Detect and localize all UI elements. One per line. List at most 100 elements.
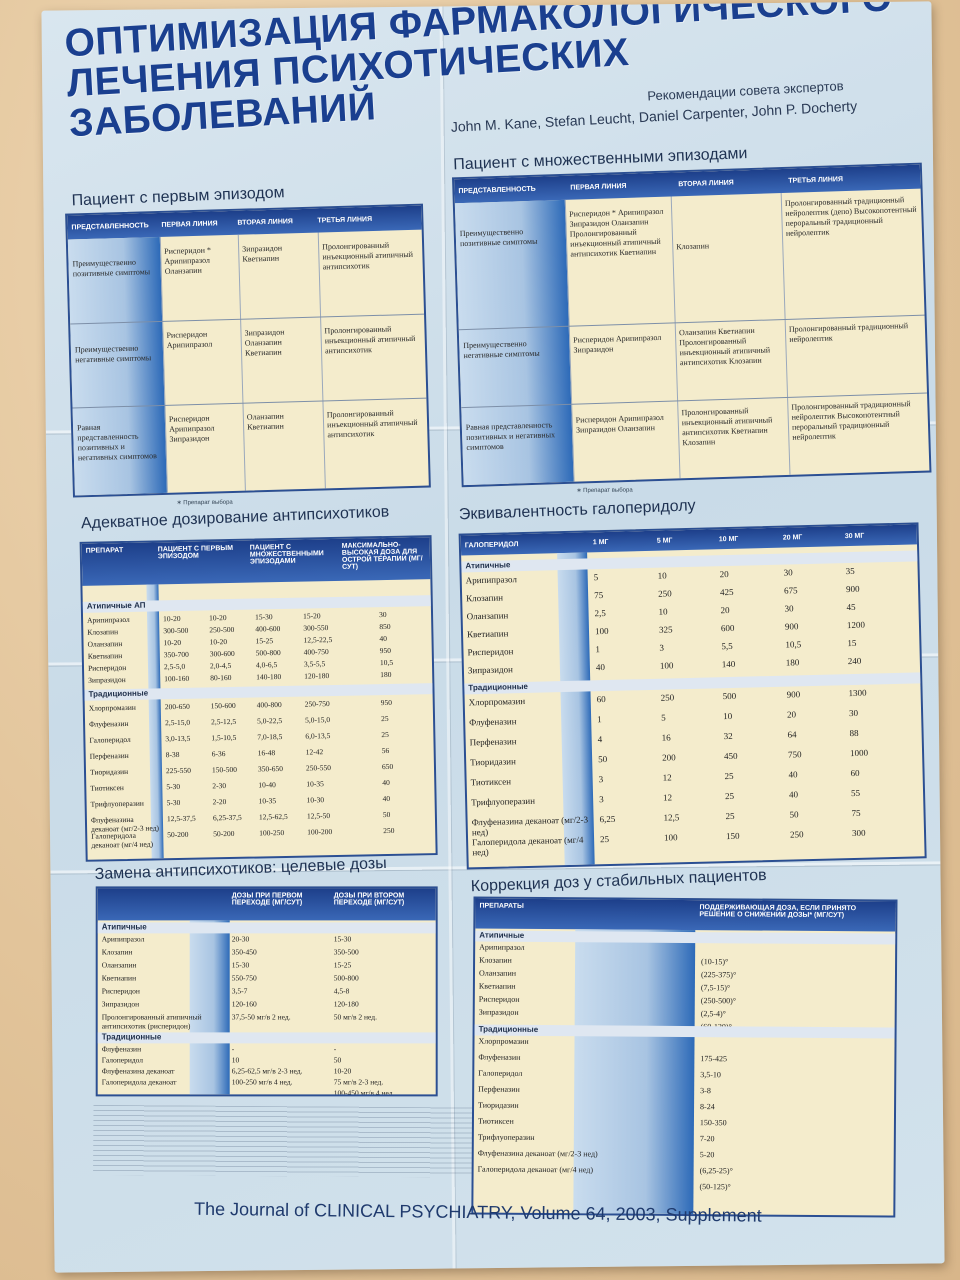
- drug-name-cell: Галоперидола деканоат: [101, 1077, 177, 1087]
- header-cell: 30 МГ: [844, 532, 865, 540]
- value-cell: 1200: [846, 619, 866, 631]
- header-cell: ПРЕПАРАТЫ: [479, 902, 524, 910]
- table-cell: Зипразидон Оланзапин Кветиапин: [244, 327, 285, 358]
- value-cell: 3: [598, 774, 604, 785]
- value-cell: 60: [596, 694, 606, 705]
- value-cell: 500-800: [255, 648, 281, 658]
- table-header: ПРЕПАРАТ ПАЦИЕНТ С ПЕРВЫМ ЭПИЗОДОМ ПАЦИЕ…: [81, 537, 431, 586]
- drug-name-cell: Галоперидола деканоат (мг/4 нед): [91, 830, 154, 850]
- header-cell: ПОДДЕРЖИВАЮЩАЯ ДОЗА, ЕСЛИ ПРИНЯТО РЕШЕНИ…: [699, 904, 857, 920]
- value-cell: 6,25-37,5: [212, 812, 242, 823]
- value-cell: 25: [381, 729, 389, 740]
- header-cell: ПРЕПАРАТ: [85, 547, 124, 555]
- stable-table: ПРЕПАРАТЫ ПОДДЕРЖИВАЮЩАЯ ДОЗА, ЕСЛИ ПРИН…: [471, 896, 898, 1218]
- value-cell: 16: [661, 732, 671, 743]
- value-cell: 2,5: [594, 608, 606, 619]
- value-cell: 25: [725, 810, 735, 822]
- drug-name-cell: Клозапин: [479, 955, 512, 965]
- value-cell: 5-30: [166, 797, 181, 808]
- dosing-table: ПРЕПАРАТ ПАЦИЕНТ С ПЕРВЫМ ЭПИЗОДОМ ПАЦИЕ…: [79, 535, 438, 862]
- drug-name-cell: Рисперидон: [101, 986, 140, 996]
- stable-title: Коррекция доз у стабильных пациентов: [470, 866, 767, 896]
- value-cell: 8-24: [700, 1102, 715, 1112]
- value-cell: 1,5-10,5: [211, 732, 237, 743]
- value-cell: 35: [845, 565, 855, 577]
- value-cell: 3,5-5,5: [303, 659, 326, 669]
- value-cell: 7-20: [699, 1134, 715, 1144]
- value-cell: 1000: [849, 747, 869, 759]
- header-cell: 5 МГ: [656, 536, 673, 545]
- drug-name-cell: Рисперидон: [478, 994, 520, 1004]
- value-cell: 50: [789, 809, 799, 820]
- table-cell: Рисперидон Арипипразол Зипразидон Оланза…: [575, 412, 664, 435]
- value-cell: 30: [783, 567, 793, 578]
- value-cell: -: [333, 1044, 337, 1054]
- value-cell: 900: [786, 689, 801, 700]
- value-cell: 40: [595, 662, 606, 673]
- value-cell: 750: [787, 749, 802, 760]
- value-cell: 300-600: [209, 648, 235, 659]
- value-cell: 5,0-22,5: [256, 716, 283, 726]
- value-cell: 20: [719, 568, 729, 580]
- value-cell: 400-800: [256, 700, 282, 710]
- value-cell: 12,5: [663, 812, 680, 823]
- value-cell: 300: [851, 827, 866, 839]
- value-cell: 150: [725, 830, 740, 842]
- value-cell: 30: [378, 609, 387, 620]
- value-cell: 10,5: [379, 657, 394, 668]
- value-cell: 20: [720, 604, 730, 616]
- value-cell: 25: [724, 770, 734, 782]
- value-cell: 10-35: [306, 779, 324, 789]
- header-cell: ПРЕДСТАВЛЕННОСТЬ: [458, 185, 536, 195]
- value-cell: 40: [379, 633, 388, 644]
- value-cell: 2,0-4,5: [209, 660, 232, 671]
- value-cell: 850: [379, 621, 391, 632]
- dosing-title: Адекватное дозирование антипсихотиков: [80, 503, 390, 533]
- drug-name-cell: Арипипразол: [87, 614, 130, 625]
- value-cell: 10-20: [209, 637, 228, 647]
- first-episode-title: Пациент с первым эпизодом: [71, 184, 285, 210]
- value-cell: 12,5-62,5: [258, 811, 288, 822]
- value-cell: 30: [784, 603, 794, 614]
- header-cell: МАКСИМАЛЬНО-ВЫСОКАЯ ДОЗА ДЛЯ ОСТРОЙ ТЕРА…: [341, 541, 423, 571]
- header-cell: ВТОРАЯ ЛИНИЯ: [678, 179, 734, 188]
- value-cell: (225-375)°: [700, 970, 737, 980]
- value-cell: 250-750: [304, 699, 330, 709]
- footnote: ∗ Препарат выбора: [576, 487, 633, 495]
- value-cell: 675: [783, 585, 798, 596]
- value-cell: 1300: [848, 687, 867, 699]
- poster: ОПТИМИЗАЦИЯ ФАРМАКОЛОГИЧЕСКОГО ЛЕЧЕНИЯ П…: [41, 1, 945, 1273]
- drug-name-cell: Галоперидол: [101, 1055, 144, 1065]
- table-cell: Рисперидон Арипипразол: [166, 329, 213, 350]
- multiple-episodes-table: ПРЕДСТАВЛЕННОСТЬ ПЕРВАЯ ЛИНИЯ ВТОРАЯ ЛИН…: [451, 162, 932, 488]
- value-cell: 12: [662, 792, 673, 803]
- value-cell: 175-425: [700, 1054, 728, 1064]
- value-cell: 6,25: [599, 813, 616, 825]
- header-cell: ПЕРВАЯ ЛИНИЯ: [161, 219, 218, 229]
- drug-name-cell: Тиотиксен: [477, 1116, 514, 1126]
- value-cell: 50: [333, 1055, 342, 1065]
- value-cell: 200: [662, 752, 676, 763]
- table-cell: Пролонгированный традиционный нейролепти…: [788, 321, 909, 344]
- value-cell: 16-48: [257, 748, 276, 758]
- value-cell: 120-180: [333, 999, 359, 1009]
- value-cell: 5: [661, 712, 666, 723]
- value-cell: 10: [657, 570, 667, 581]
- value-cell: 6,0-13,5: [305, 731, 331, 741]
- value-cell: 15-20: [302, 611, 321, 621]
- value-cell: 10: [658, 606, 668, 617]
- value-cell: 100-160: [164, 673, 190, 684]
- value-cell: 425: [719, 586, 734, 598]
- equivalence-table: ГАЛОПЕРИДОЛ 1 МГ 5 МГ 10 МГ 20 МГ 30 МГ …: [458, 522, 927, 870]
- table-cell: Клозапин: [676, 241, 710, 252]
- drug-name-cell: Флуфеназин: [478, 1052, 521, 1062]
- drug-name-cell: Кветиапин: [101, 973, 137, 983]
- value-cell: 10,5: [785, 639, 802, 650]
- value-cell: 250-550: [305, 763, 332, 773]
- value-cell: 225-550: [165, 765, 192, 776]
- drug-name-cell: Зипразидон: [478, 1007, 519, 1017]
- value-cell: 350-700: [163, 649, 189, 660]
- header-cell: ДОЗЫ ПРИ ВТОРОМ ПЕРЕХОДЕ (МГ/СУТ): [333, 892, 405, 907]
- value-cell: 50: [382, 809, 391, 820]
- value-cell: 20: [786, 709, 797, 720]
